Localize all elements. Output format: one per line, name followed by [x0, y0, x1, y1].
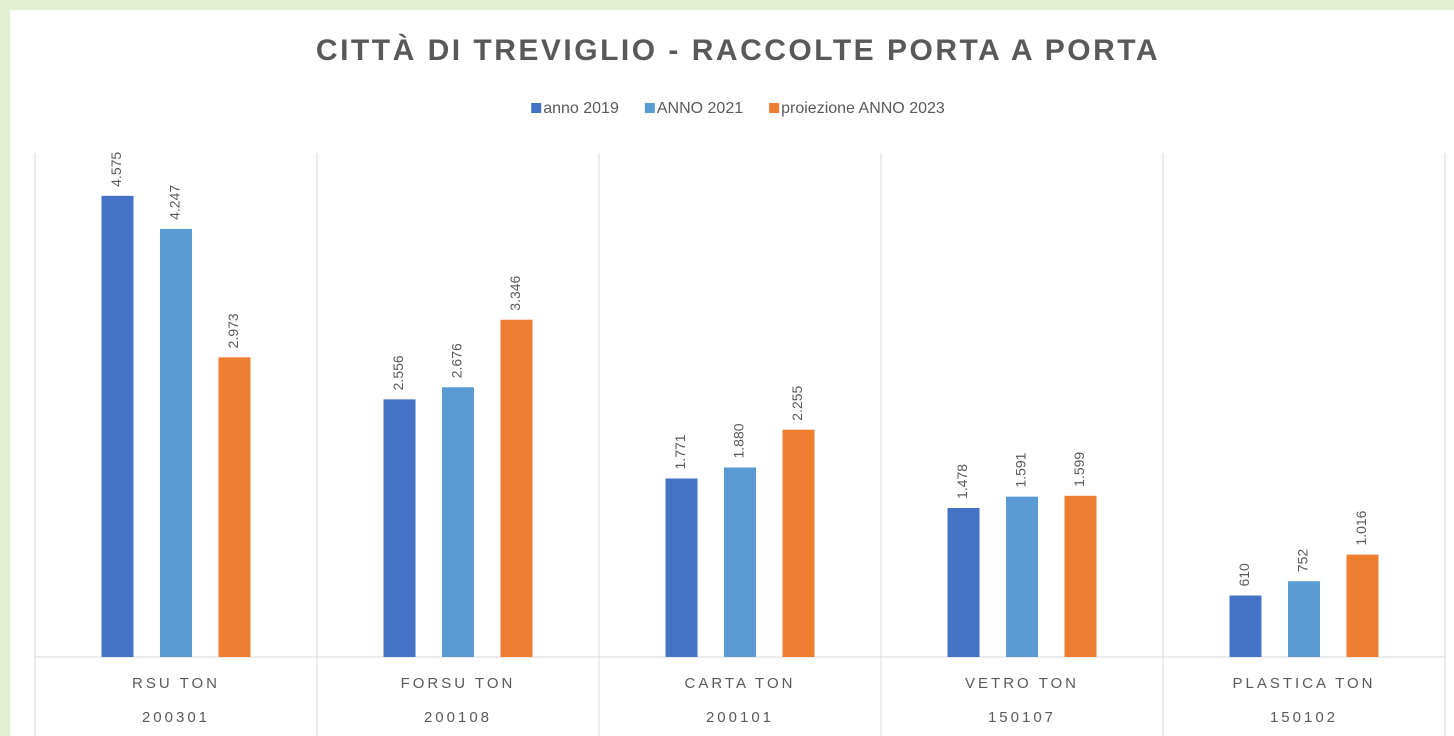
bar — [947, 508, 980, 657]
x-tick-label: VETRO TON — [965, 675, 1079, 692]
bar — [1346, 554, 1379, 657]
data-label: 3.346 — [507, 275, 523, 310]
x-tick-sublabel: 150102 — [1270, 709, 1338, 726]
chart-title: CITTÀ DI TREVIGLIO - RACCOLTE PORTA A PO… — [316, 33, 1160, 67]
data-label: 610 — [1236, 563, 1252, 587]
legend-label: anno 2019 — [543, 100, 619, 117]
bar — [383, 399, 416, 657]
data-label: 1.880 — [731, 423, 747, 458]
x-tick-sublabel: 200101 — [706, 709, 774, 726]
bar — [160, 228, 192, 657]
data-label: 4.247 — [167, 185, 183, 220]
data-label: 1.771 — [672, 434, 688, 469]
bar — [665, 478, 698, 657]
bar — [782, 429, 815, 657]
x-tick-label: CARTA TON — [685, 675, 796, 692]
data-label: 1.478 — [954, 464, 970, 499]
bar — [218, 357, 251, 657]
legend-swatch — [769, 103, 780, 113]
bar — [1288, 581, 1320, 657]
legend-label: ANNO 2021 — [657, 100, 743, 117]
x-tick-label: PLASTICA TON — [1233, 675, 1376, 692]
bar — [1064, 495, 1097, 657]
data-label: 752 — [1295, 549, 1311, 573]
bar — [724, 467, 756, 657]
x-tick-sublabel: 150107 — [988, 709, 1056, 726]
bar — [442, 387, 474, 657]
data-label: 2.676 — [449, 343, 465, 378]
bar — [1229, 595, 1262, 657]
x-tick-label: FORSU TON — [401, 675, 516, 692]
legend-swatch — [531, 103, 542, 113]
data-label: 1.591 — [1013, 452, 1029, 487]
legend-label: proiezione ANNO 2023 — [781, 100, 945, 117]
x-tick-sublabel: 200301 — [142, 709, 210, 726]
bar — [101, 195, 134, 657]
data-label: 4.575 — [108, 152, 124, 187]
data-label: 2.973 — [225, 313, 241, 348]
data-label: 2.556 — [390, 355, 406, 390]
data-label: 1.599 — [1071, 452, 1087, 487]
x-tick-label: RSU TON — [132, 675, 220, 692]
legend-swatch — [644, 103, 655, 113]
x-tick-sublabel: 200108 — [424, 709, 492, 726]
bar — [500, 319, 533, 657]
bar — [1006, 496, 1038, 657]
data-label: 2.255 — [789, 385, 805, 420]
data-label: 1.016 — [1353, 510, 1369, 545]
